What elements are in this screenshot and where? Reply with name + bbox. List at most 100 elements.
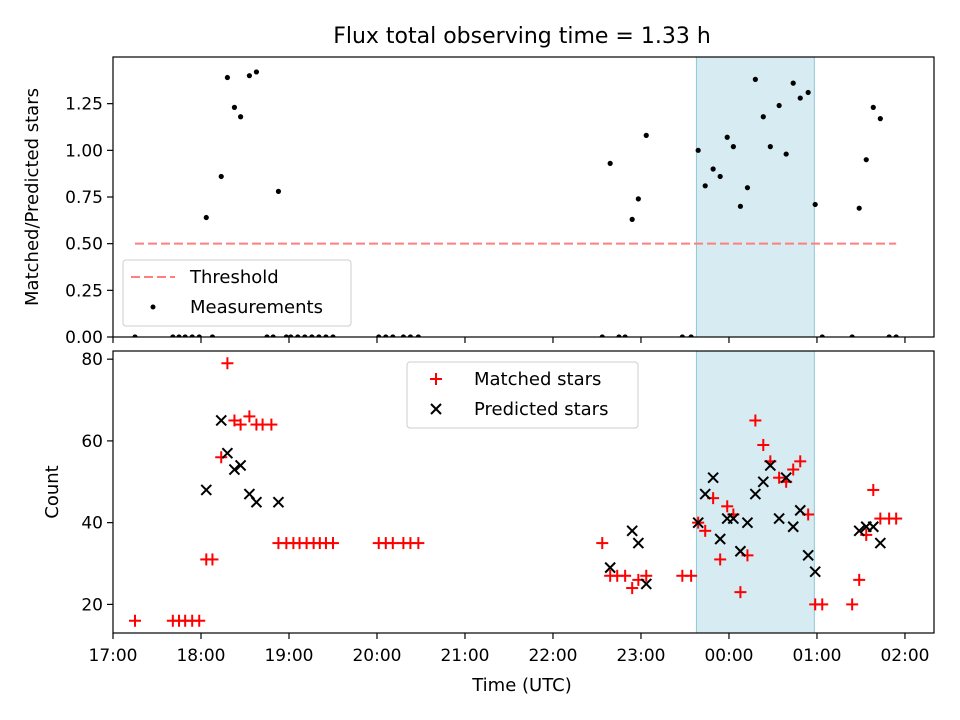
top-y-tick-label: 0.25	[65, 281, 103, 301]
measurement-point	[309, 334, 315, 337]
predicted-star-point	[714, 533, 726, 545]
top-panel-y-axis: 0.00 0.25 0.50 0.75 1.00 1.25	[65, 95, 113, 348]
measurement-point	[400, 334, 406, 337]
measurement-point	[283, 334, 289, 337]
measurement-point	[863, 157, 869, 163]
predicted-star-point	[787, 521, 799, 533]
x-tick-label: 19:00	[264, 646, 313, 666]
matched-star-point	[243, 410, 256, 423]
matched-star-point	[867, 483, 880, 496]
measurement-point	[170, 334, 176, 337]
matched-star-point	[853, 573, 866, 586]
bottom-panel-y-axis: 20 40 60 80	[81, 350, 113, 615]
measurement-point	[797, 95, 803, 101]
measurement-point	[622, 334, 628, 337]
measurement-point	[237, 114, 244, 120]
x-tick-label: 18:00	[176, 646, 225, 666]
measurement-point	[783, 151, 789, 157]
predicted-star-point	[809, 565, 821, 578]
matched-star-point	[206, 553, 219, 566]
predicted-legend-swatch	[430, 403, 442, 415]
measurement-point	[599, 334, 605, 337]
measurement-point	[688, 334, 694, 337]
measurement-point	[275, 188, 282, 194]
measurement-point	[383, 334, 389, 337]
measurement-point	[224, 74, 230, 81]
top-panel-highlight-span	[695, 56, 815, 338]
top-y-tick-label: 0.75	[65, 188, 103, 208]
matched-star-point	[734, 586, 747, 599]
measurements-series	[132, 69, 899, 337]
predicted-star-point	[699, 488, 711, 500]
predicted-star-point	[200, 484, 212, 496]
measurements-points	[132, 69, 899, 337]
measurement-point	[288, 334, 294, 337]
predicted-star-point	[272, 496, 285, 508]
matched-star-point	[749, 414, 762, 427]
measurement-point	[737, 203, 744, 209]
matched-star-point	[626, 582, 639, 595]
measurement-point	[819, 334, 825, 337]
measurement-point	[717, 173, 723, 180]
predicted-star-point	[692, 516, 704, 529]
predicted-star-point	[727, 512, 740, 525]
matched-star-point	[640, 569, 653, 582]
bottom-legend-box	[406, 361, 639, 429]
measurement-point	[182, 334, 188, 337]
measurement-point	[730, 144, 736, 150]
predicted-star-point	[250, 496, 263, 508]
x-tick-label: 17:00	[89, 646, 138, 666]
matched-star-point	[228, 414, 241, 427]
top-y-tick-label: 0.50	[65, 235, 103, 255]
measurement-point	[415, 334, 421, 337]
measurement-point	[893, 334, 899, 337]
matched-star-point	[215, 451, 228, 464]
measurement-point	[870, 104, 876, 110]
matched-star-point	[412, 537, 425, 550]
matched-star-point	[386, 537, 399, 550]
top-legend: Threshold Measurements	[122, 259, 352, 327]
matched-star-point	[757, 439, 770, 451]
x-tick-label: 21:00	[440, 646, 489, 666]
matched-star-point	[221, 357, 234, 370]
matched-star-point	[890, 512, 903, 525]
top-panel: 0.00 0.25 0.50 0.75 1.00 1.25 Matched/Predict…	[22, 56, 935, 348]
matched-star-point	[619, 569, 632, 582]
measurements-legend-label: Measurements	[190, 297, 323, 318]
predicted-star-point	[640, 578, 652, 590]
measurement-point	[390, 334, 396, 337]
predicted-legend-label: Predicted stars	[474, 399, 608, 420]
measurement-point	[218, 173, 224, 180]
measurement-point	[607, 160, 613, 166]
predicted-star-point	[874, 537, 887, 549]
predicted-star-point	[734, 545, 747, 557]
predicted-star-point	[234, 459, 247, 472]
bottom-y-tick-label: 40	[81, 514, 103, 534]
predicted-star-point	[215, 414, 227, 427]
x-tick-label: 20:00	[352, 646, 401, 666]
predicted-star-point	[707, 471, 719, 484]
matched-star-point	[714, 553, 727, 566]
matched-star-point	[846, 598, 859, 611]
predicted-star-point	[867, 521, 879, 533]
measurement-point	[264, 334, 270, 337]
measurement-point	[790, 80, 796, 86]
predicted-star-point	[228, 463, 241, 476]
measurement-point	[176, 334, 182, 337]
bottom-y-tick-label: 80	[81, 350, 103, 370]
measurement-point	[812, 201, 818, 208]
predicted-star-point	[773, 512, 785, 525]
top-y-tick-label: 0.00	[65, 328, 103, 348]
predicted-star-point	[632, 537, 645, 549]
observing-window-span	[695, 350, 815, 634]
bottom-panel-highlight-span	[695, 350, 815, 634]
top-y-tick-label: 1.25	[65, 95, 103, 115]
measurement-point	[231, 104, 238, 110]
observing-window-span	[695, 56, 815, 338]
measurement-point	[196, 334, 202, 337]
top-panel-x-ticks	[112, 337, 906, 343]
top-legend-box	[122, 259, 352, 327]
top-y-tick-label: 1.00	[65, 141, 103, 161]
measurement-point	[616, 334, 622, 337]
